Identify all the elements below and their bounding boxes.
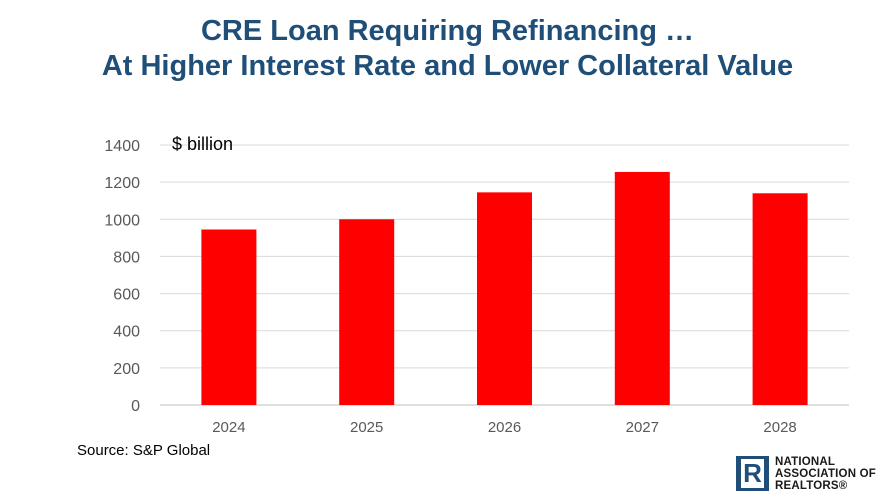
x-tick-label: 2028: [763, 419, 796, 436]
logo-line-1: NATIONAL: [775, 456, 836, 468]
y-tick-label: 400: [113, 324, 140, 341]
realtor-r-icon: R: [736, 456, 769, 491]
y-tick-label: 800: [113, 249, 140, 266]
y-tick-label: 1200: [104, 175, 140, 192]
source-note: Source: S&P Global: [77, 442, 211, 459]
x-tick-label: 2027: [626, 419, 659, 436]
logo-line-3: REALTORS®: [775, 480, 848, 492]
bar-2026: [477, 192, 532, 405]
logo-text: NATIONAL ASSOCIATION OF REALTORS®: [775, 456, 876, 492]
bar-2028: [752, 193, 808, 405]
chart-title: CRE Loan Requiring Refinancing … At High…: [0, 14, 895, 84]
x-tick-label: 2026: [488, 419, 521, 436]
y-tick-label: 200: [113, 361, 140, 378]
y-tick-label: 600: [113, 287, 140, 304]
bar-2024: [201, 229, 257, 405]
y-axis-ticks: 0 200 400 600 800 1000 1200 1400: [104, 138, 140, 415]
bars: [201, 171, 808, 405]
y-tick-label: 1400: [104, 138, 140, 155]
y-tick-label: 0: [131, 398, 140, 415]
unit-label: $ billion: [172, 134, 233, 154]
logo-line-2: ASSOCIATION OF: [775, 468, 876, 480]
title-line-2: At Higher Interest Rate and Lower Collat…: [101, 50, 794, 82]
x-axis-ticks: 2024 2025 2026 2027 2028: [212, 419, 797, 436]
bar-2027: [614, 171, 670, 405]
x-tick-label: 2024: [212, 419, 245, 436]
logo-mark-letter: R: [741, 459, 764, 488]
title-line-1: CRE Loan Requiring Refinancing …: [200, 15, 694, 47]
x-tick-label: 2025: [350, 419, 383, 436]
nar-logo: R NATIONAL ASSOCIATION OF REALTORS®: [736, 454, 892, 494]
bar-2025: [339, 219, 395, 405]
y-tick-label: 1000: [104, 212, 140, 229]
